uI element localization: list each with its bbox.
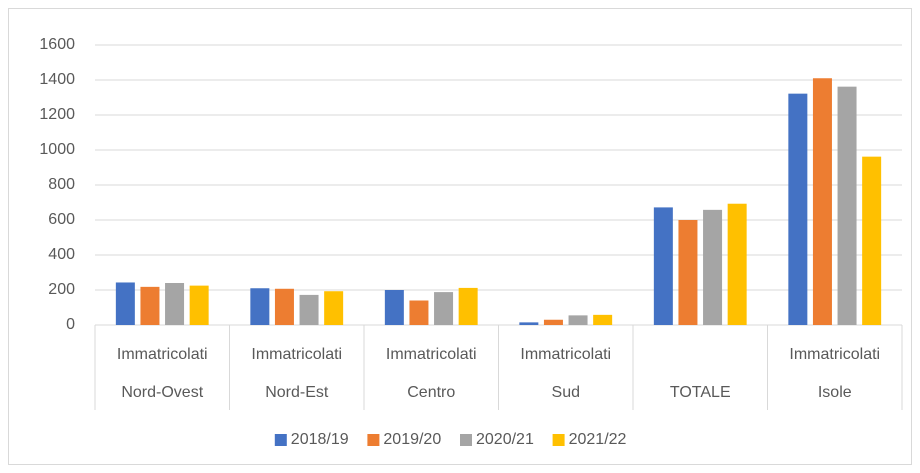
bar <box>165 283 185 325</box>
bar <box>274 288 294 325</box>
x-subcategory-label: Immatricolati <box>117 346 208 363</box>
bar <box>140 286 160 325</box>
y-tick-label: 400 <box>48 246 75 263</box>
x-tick-label: TOTALE <box>670 384 731 401</box>
bar <box>678 220 698 325</box>
x-tick-label: Sud <box>552 384 580 401</box>
bar <box>653 207 673 325</box>
bar <box>324 291 344 325</box>
bar <box>703 209 723 325</box>
x-tick-label: Isole <box>818 384 852 401</box>
y-tick-label: 800 <box>48 176 75 193</box>
legend-label: 2021/22 <box>569 431 627 448</box>
bar <box>788 93 808 326</box>
y-tick-label: 1200 <box>39 106 75 123</box>
y-tick-label: 0 <box>66 316 75 333</box>
x-tick-label: Centro <box>407 384 455 401</box>
legend-label: 2018/19 <box>291 431 349 448</box>
legend-swatch <box>274 434 287 446</box>
y-tick-label: 1600 <box>39 36 75 53</box>
legend-swatch <box>552 434 565 446</box>
bar <box>568 315 588 325</box>
x-subcategory-label: Immatricolati <box>520 346 611 363</box>
bar <box>384 290 404 325</box>
bar <box>115 282 135 325</box>
y-tick-label: 1400 <box>39 71 75 88</box>
bar <box>519 322 539 325</box>
y-tick-label: 200 <box>48 281 75 298</box>
x-tick-label: Nord-Ovest <box>121 384 203 401</box>
bar <box>458 287 478 325</box>
legend-label: 2020/21 <box>476 431 534 448</box>
bar <box>543 319 563 325</box>
x-subcategory-label: Immatricolati <box>386 346 477 363</box>
bar <box>409 300 429 325</box>
bar <box>727 203 747 325</box>
x-subcategory-label: Immatricolati <box>251 346 342 363</box>
bar <box>434 292 454 325</box>
bar <box>250 288 270 325</box>
chart-border <box>8 8 912 465</box>
x-subcategory-label: Immatricolati <box>789 346 880 363</box>
bar <box>837 86 857 326</box>
bar <box>862 156 882 325</box>
legend-label: 2019/20 <box>383 431 441 448</box>
x-tick-label: Nord-Est <box>265 384 329 401</box>
legend-swatch <box>367 434 380 446</box>
bar <box>299 294 319 325</box>
bar <box>189 285 209 325</box>
y-tick-label: 600 <box>48 211 75 228</box>
y-tick-label: 1000 <box>39 141 75 158</box>
legend-swatch <box>460 434 472 446</box>
bar <box>812 78 832 325</box>
bar <box>593 314 613 325</box>
